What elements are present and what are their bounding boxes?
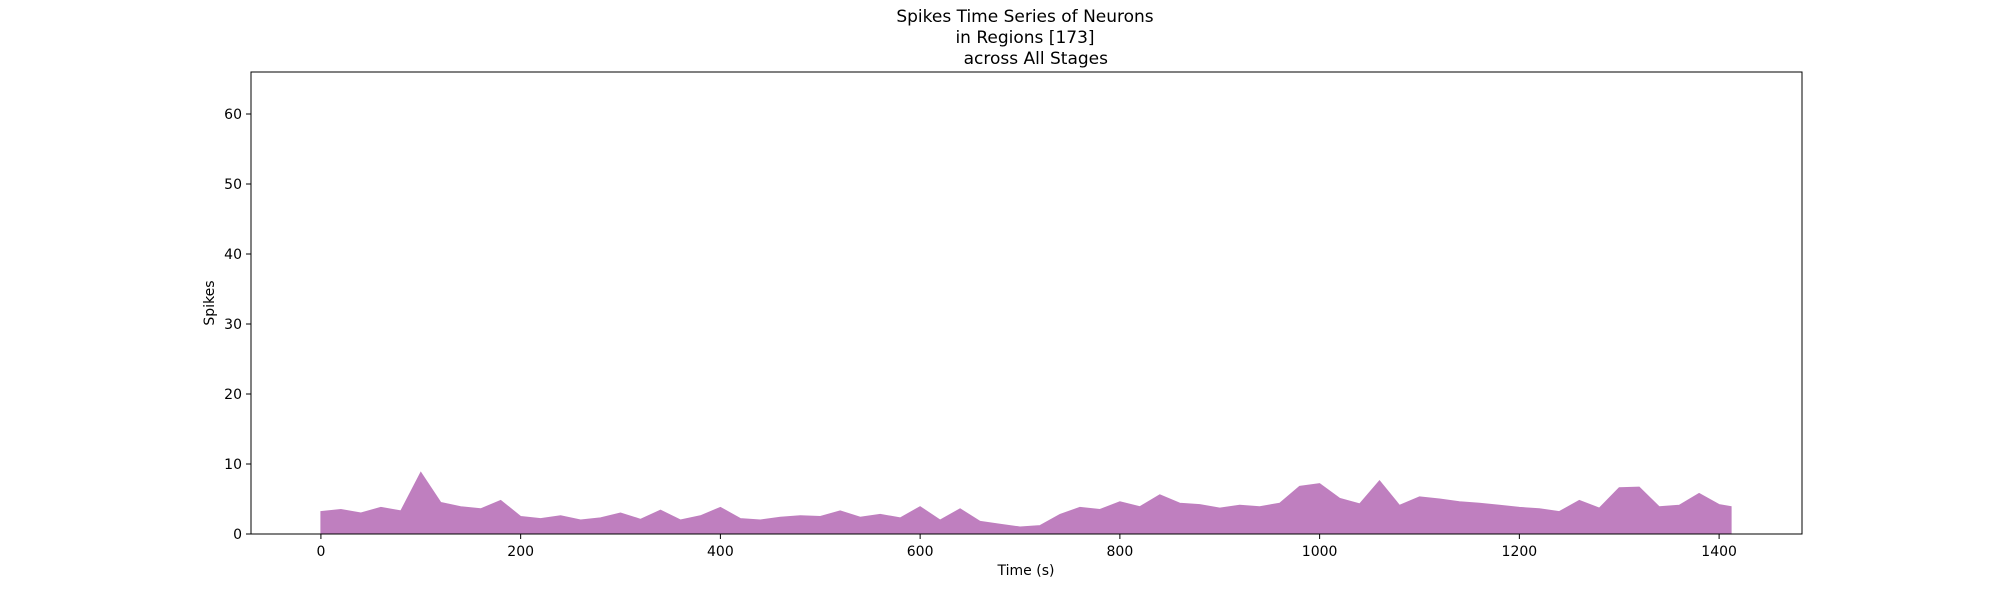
y-tick-label: 50 bbox=[224, 177, 242, 193]
y-axis-label: Spikes bbox=[202, 280, 218, 325]
x-tick-label: 1200 bbox=[1502, 544, 1538, 560]
y-tick-label: 20 bbox=[224, 387, 242, 403]
series-area-0 bbox=[320, 471, 1732, 535]
x-tick-label: 800 bbox=[1107, 544, 1134, 560]
y-tick-label: 30 bbox=[224, 317, 242, 333]
y-tick-label: 60 bbox=[224, 107, 242, 123]
y-tick-label: 0 bbox=[233, 527, 242, 543]
x-axis: 0 200 400 600 800 1000 1200 1400 bbox=[316, 534, 1737, 560]
y-tick-label: 40 bbox=[224, 247, 242, 263]
series-layer bbox=[320, 471, 1732, 535]
title-line-3: across All Stages bbox=[942, 49, 1108, 69]
x-tick-label: 600 bbox=[907, 544, 934, 560]
y-tick-label: 10 bbox=[224, 457, 242, 473]
x-tick-label: 1400 bbox=[1701, 544, 1737, 560]
x-tick-label: 400 bbox=[707, 544, 734, 560]
x-tick-label: 1000 bbox=[1302, 544, 1338, 560]
title-line-1: Spikes Time Series of Neurons bbox=[896, 7, 1153, 27]
y-axis: 0 10 20 30 40 50 60 bbox=[224, 107, 251, 543]
plot-frame bbox=[250, 71, 1803, 535]
chart-title: Spikes Time Series of Neurons in Regions… bbox=[896, 7, 1153, 69]
x-tick-label: 200 bbox=[507, 544, 534, 560]
x-axis-label: Time (s) bbox=[997, 563, 1055, 579]
title-line-2: in Regions [173] bbox=[955, 28, 1094, 48]
x-tick-label: 0 bbox=[316, 544, 325, 560]
